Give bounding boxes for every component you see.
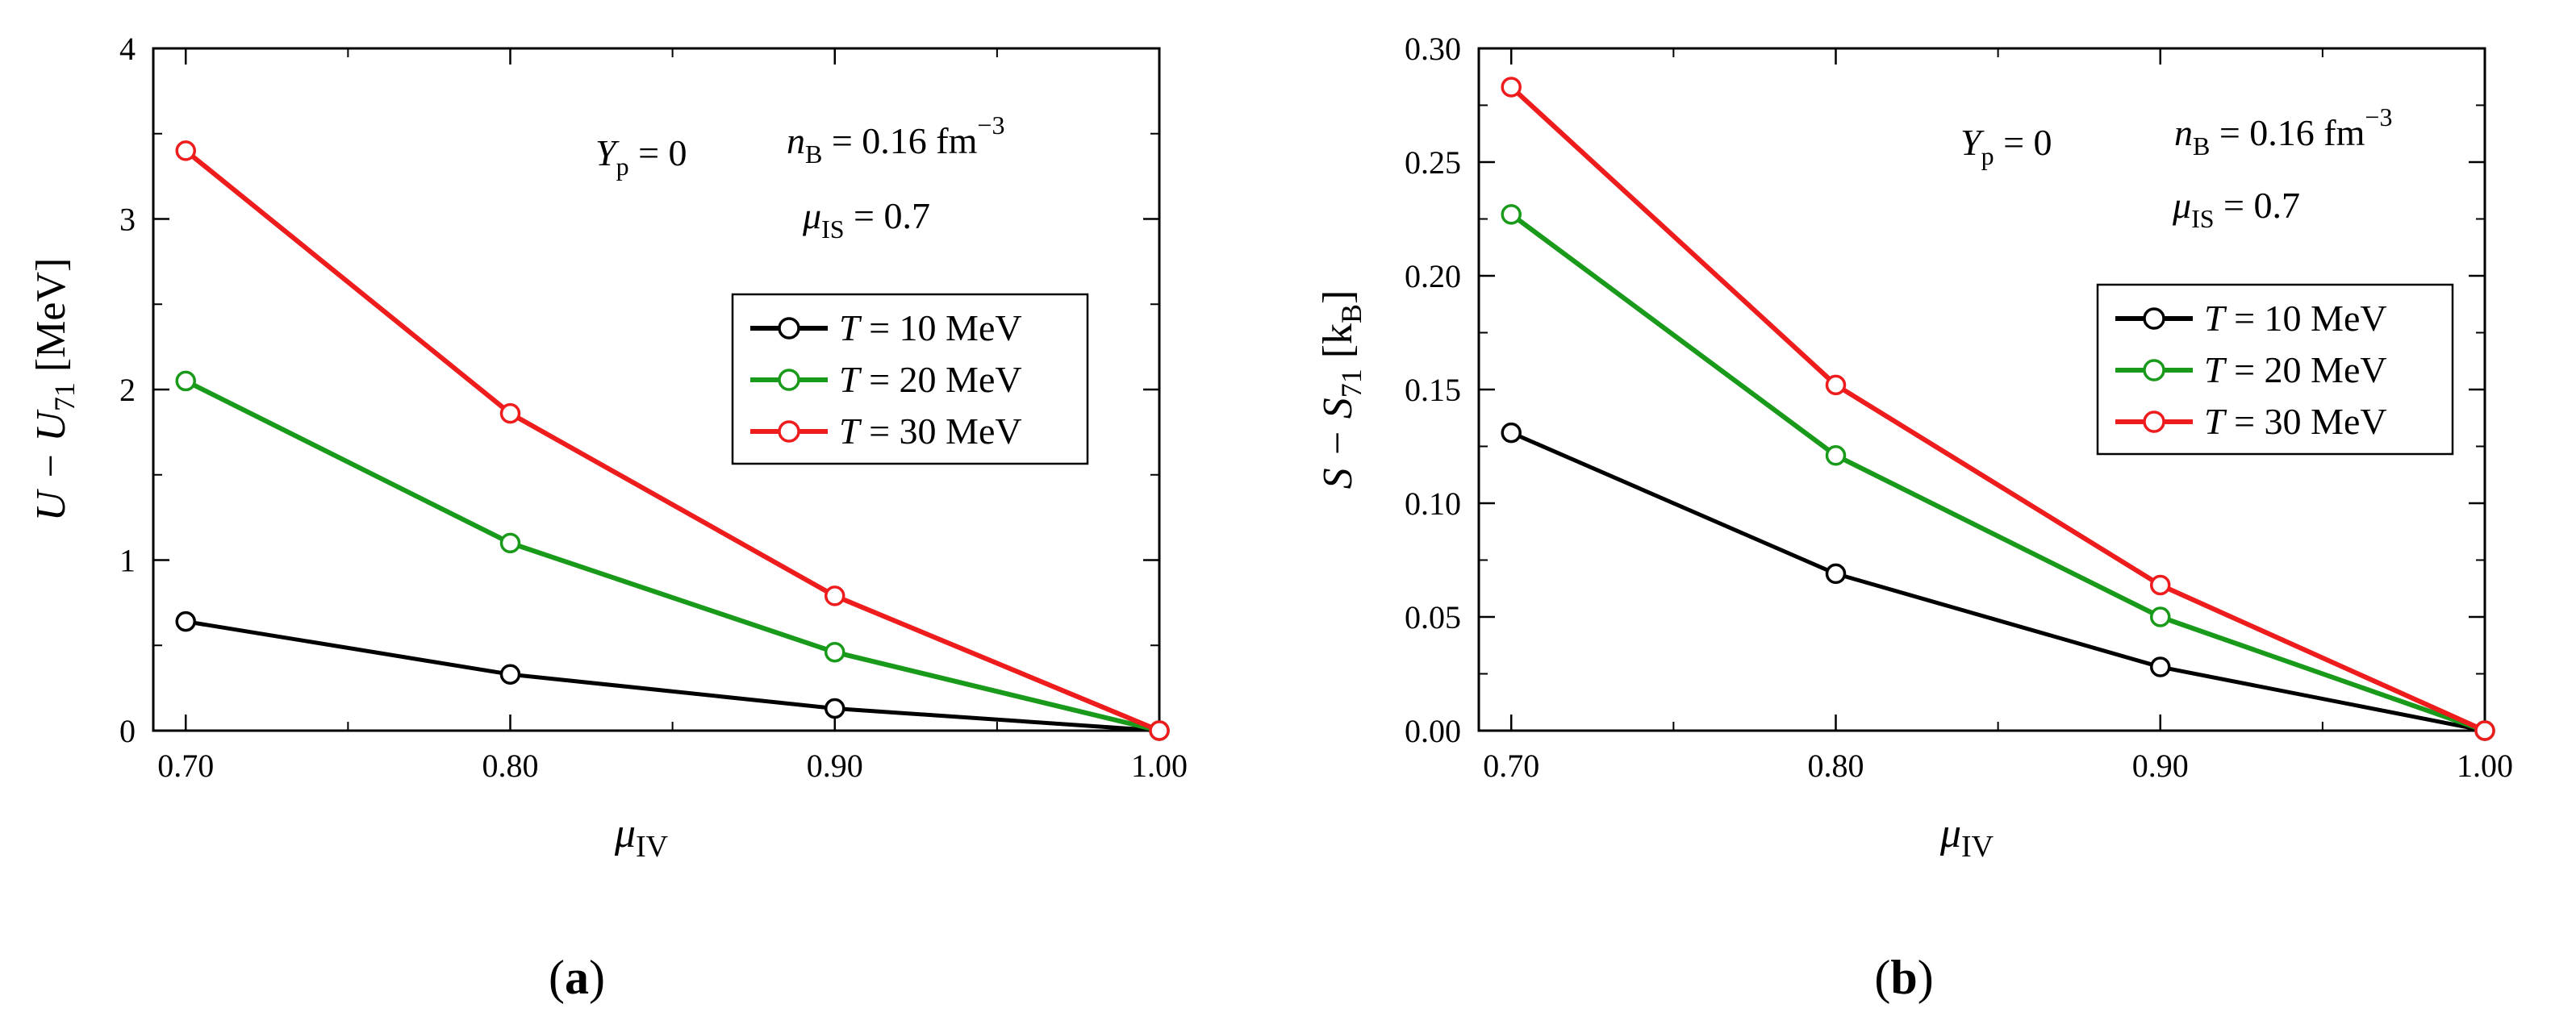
data-point	[2149, 606, 2171, 627]
y-tick-label: 0.25	[1405, 144, 1461, 181]
annotation-mu-a: μIS = 0.7	[802, 195, 930, 244]
legend-label: T = 10 MeV	[839, 307, 1022, 348]
data-point	[175, 140, 196, 161]
series-line-3-b	[1509, 85, 2486, 733]
data-point	[1825, 374, 1847, 396]
legend-label: T = 10 MeV	[2204, 298, 2387, 339]
x-tick-label: 0.90	[807, 748, 863, 784]
annotation-yp-b: Yp = 0	[1960, 122, 2052, 170]
annotation-nb-a: nB = 0.16 fm−3	[787, 110, 1004, 169]
data-point	[824, 641, 845, 663]
y-axis-label-b: S − S71 [kB]	[1315, 290, 1367, 490]
legend-b: T = 10 MeV T = 20 MeV T = 30 MeV	[2096, 283, 2454, 456]
legend-marker	[2143, 410, 2165, 433]
x-tick-label: 1.00	[2457, 748, 2513, 784]
legend-a: T = 10 MeV T = 20 MeV T = 30 MeV	[731, 293, 1089, 465]
series-line-2-b	[1509, 212, 2486, 733]
legend-marker	[778, 420, 800, 443]
y-axis-label-a: U − U71 [MeV]	[28, 258, 81, 522]
x-tick-label: 0.80	[482, 748, 538, 784]
series-group-a	[175, 140, 1170, 741]
legend-marker	[778, 369, 800, 391]
y-tick-label: 0.15	[1405, 372, 1461, 408]
x-tick-label: 0.70	[1483, 748, 1539, 784]
series-line-2-a	[184, 378, 1160, 733]
data-point	[824, 585, 845, 606]
data-point	[824, 698, 845, 719]
series-line-1-b	[1510, 431, 2486, 733]
series-group-b	[1501, 77, 2495, 741]
y-tick-label: 3	[119, 202, 136, 238]
y-tick-label: 1	[119, 543, 136, 579]
data-point	[175, 610, 196, 632]
data-point	[2474, 720, 2495, 741]
x-axis-ticks-b: 0.70 0.80 0.90 1.00	[1483, 48, 2513, 784]
y-tick-label: 0	[119, 713, 136, 749]
legend-marker	[2143, 359, 2165, 381]
y-axis-ticks-b: 0.00 0.05 0.10 0.15 0.20 0.25 0.30	[1405, 31, 2485, 749]
legend-marker	[2143, 307, 2165, 330]
y-tick-label: 2	[119, 372, 136, 408]
y-axis-ticks-a: 0 1 2 3 4	[119, 31, 1159, 749]
data-point	[499, 402, 521, 424]
data-point	[2149, 656, 2171, 677]
data-point	[175, 370, 196, 392]
data-point	[1149, 720, 1170, 741]
legend-marker	[778, 317, 800, 340]
panel-b: 0.70 0.80 0.90 1.00 0.00 0.05 0.10 0.15 0.20 0.2…	[1315, 31, 2513, 1004]
y-tick-label: 0.20	[1405, 258, 1461, 294]
series-line-3-a	[184, 148, 1161, 733]
x-tick-label: 0.90	[2132, 748, 2189, 784]
data-point	[1501, 204, 1522, 225]
x-axis-label-a: μIV	[614, 810, 669, 864]
legend-label: T = 20 MeV	[2204, 349, 2387, 390]
annotation-nb-b: nB = 0.16 fm−3	[2174, 102, 2392, 160]
y-tick-label: 0.30	[1405, 31, 1461, 67]
series-line-1-a	[185, 619, 1160, 733]
panel-a: 0.70 0.80 0.90 1.00 0 1 2 3 4 U − U71 [MeV] μIV…	[28, 31, 1188, 1004]
legend-items-a: T = 10 MeV T = 20 MeV T = 30 MeV	[750, 307, 1022, 452]
y-tick-label: 0.00	[1405, 713, 1461, 749]
legend-items-b: T = 10 MeV T = 20 MeV T = 30 MeV	[2115, 298, 2387, 442]
y-tick-label: 0.05	[1405, 599, 1461, 635]
legend-label: T = 30 MeV	[839, 410, 1022, 452]
x-tick-label: 1.00	[1131, 748, 1188, 784]
x-axis-label-b: μIV	[1939, 810, 1994, 864]
x-tick-label: 0.70	[157, 748, 214, 784]
data-point	[1501, 422, 1522, 444]
data-point	[499, 664, 521, 685]
y-tick-label: 0.10	[1405, 485, 1461, 522]
caption-a: (a)	[549, 951, 605, 1004]
data-point	[2149, 574, 2171, 596]
data-point	[499, 532, 521, 554]
x-axis-ticks-a: 0.70 0.80 0.90 1.00	[157, 48, 1188, 784]
annotation-yp-a: Yp = 0	[595, 132, 687, 181]
caption-b: (b)	[1874, 951, 1933, 1004]
data-point	[1501, 77, 1522, 98]
legend-label: T = 30 MeV	[2204, 401, 2387, 442]
y-tick-label: 4	[119, 31, 136, 67]
x-tick-label: 0.80	[1807, 748, 1864, 784]
annotation-mu-b: μIS = 0.7	[2172, 185, 2300, 233]
legend-label: T = 20 MeV	[839, 359, 1022, 400]
data-point	[1825, 445, 1847, 466]
data-point	[1825, 563, 1847, 585]
